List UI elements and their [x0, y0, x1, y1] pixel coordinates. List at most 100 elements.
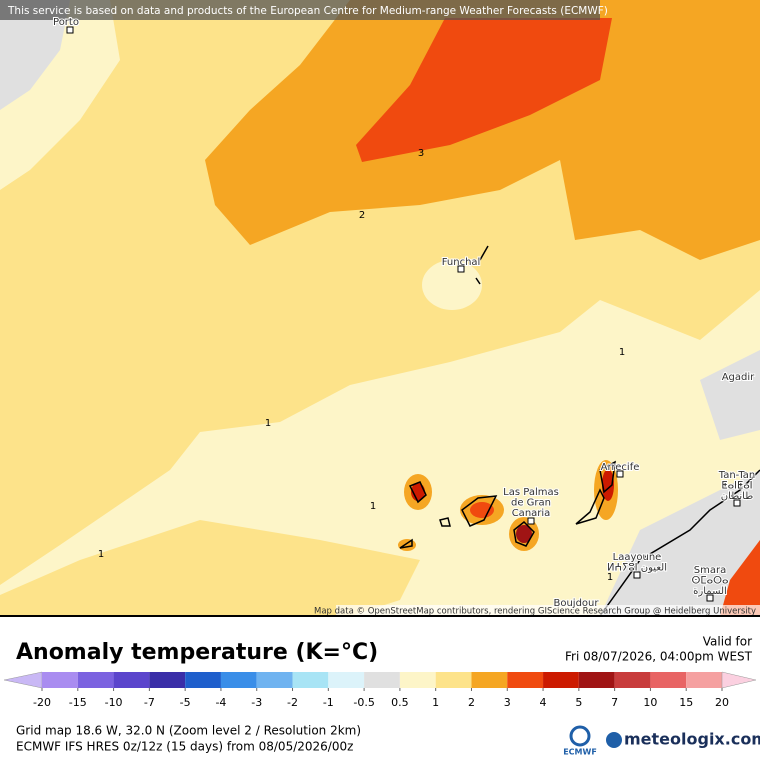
colorbar-bin	[507, 672, 544, 688]
place-label: طانطان	[721, 491, 753, 502]
place-marker	[733, 499, 741, 507]
anomaly-4-5	[602, 469, 614, 501]
contour-label: 1	[98, 549, 104, 560]
colorbar-tick-label: 0.5	[391, 696, 409, 709]
banner: This service is based on data and produc…	[7, 5, 608, 17]
colorbar-bin	[220, 672, 257, 688]
place-label: ⵙⵎⴰⵔⴰ	[692, 576, 729, 587]
place-marker	[706, 594, 714, 602]
colorbar-tick-label: -15	[69, 696, 87, 709]
attribution: Map data © OpenStreetMap contributors, r…	[314, 607, 756, 617]
ecmwf-logo	[569, 725, 591, 747]
colorbar-tick-label: 3	[504, 696, 511, 709]
valid-label: Valid for	[703, 635, 752, 649]
place-label: ⵍⵄⵢⵓⵏ العيون	[607, 563, 667, 574]
colorbar: -20 -15 -10 -7 -5 -4 -3 -2 -1 -0.5 0.5 1 2 3 4 5 7 10 15 20	[3, 671, 757, 709]
valid-time: Fri 08/07/2026, 04:00pm WEST	[565, 650, 753, 664]
colorbar-arrow	[3, 671, 43, 689]
ecmwf-label: ECMWF	[563, 748, 597, 757]
colorbar-tick-label: 5	[575, 696, 582, 709]
colorbar-tick-label: 20	[715, 696, 729, 709]
colorbar-tick-label: -4	[215, 696, 226, 709]
colorbar-bin	[77, 672, 114, 688]
brand: meteologix.com	[624, 730, 760, 749]
place-marker	[457, 265, 465, 273]
place-label: Laayoune	[613, 552, 662, 563]
legend-title: Anomaly temperature (K=°C)	[16, 640, 378, 665]
colorbar-bin	[578, 672, 615, 688]
colorbar-bin	[256, 672, 293, 688]
contour-label: 1	[607, 572, 613, 583]
colorbar-bin	[149, 672, 186, 688]
colorbar-bin	[328, 672, 365, 688]
colorbar-tick-label: 7	[611, 696, 618, 709]
coastline	[399, 460, 616, 549]
banner-bg	[0, 0, 600, 20]
colorbar-tick-label: 2	[468, 696, 475, 709]
place-label: Tan-Tan	[718, 470, 756, 481]
land-gray	[600, 470, 760, 616]
colorbar-tick-label: 10	[643, 696, 657, 709]
place-label: Porto	[53, 17, 79, 28]
colorbar-bin	[113, 672, 150, 688]
colorbar-tick-label: -3	[251, 696, 262, 709]
anomaly-5-7	[516, 525, 532, 543]
colorbar-tick-label: -10	[105, 696, 123, 709]
anomaly-1-2	[0, 520, 420, 616]
colorbar-bin	[42, 672, 78, 688]
colorbar-tick-label: 1	[432, 696, 439, 709]
place-label: de Gran	[511, 498, 551, 509]
colorbar-bin	[650, 672, 687, 688]
colorbar-bin	[543, 672, 579, 688]
colorbar-tick-label: -7	[144, 696, 155, 709]
colorbar-tick-label: -2	[287, 696, 298, 709]
colorbar-tick-label: -1	[323, 696, 334, 709]
place-label: Agadir	[722, 372, 755, 383]
place-marker	[527, 517, 535, 525]
place-label: Canaria	[512, 508, 551, 519]
anomaly-3-4	[470, 502, 494, 518]
contour-labels: 3 2 1 1 1 1 1	[98, 148, 625, 583]
contour-label: 1	[619, 347, 625, 358]
colorbar-tick-label: 15	[679, 696, 693, 709]
contour-label: 3	[418, 148, 424, 159]
colorbar-bin	[614, 672, 651, 688]
colorbar-bin	[292, 672, 329, 688]
coastline	[475, 245, 489, 285]
colorbar-tick-label: -5	[180, 696, 191, 709]
colorbar-bin	[686, 672, 722, 688]
colorbar-tick-label: -0.5	[353, 696, 374, 709]
place-marker	[616, 470, 624, 478]
place-marker	[66, 26, 74, 34]
anomaly-3-4	[720, 540, 760, 616]
anomaly-3-4	[356, 18, 612, 162]
place-label: Funchal	[442, 257, 481, 268]
place-label: السمارة	[693, 586, 727, 597]
colorbar-bin	[471, 672, 508, 688]
place-label: Las Palmas	[503, 487, 559, 498]
place-marker	[633, 571, 641, 579]
contour-label: 1	[370, 501, 376, 512]
land-gray	[700, 350, 760, 440]
place-label: Boujdour	[553, 598, 599, 609]
land-gray	[0, 0, 70, 110]
contour-label: 1	[265, 418, 271, 429]
colorbar-bin	[364, 672, 400, 688]
colorbar-bin	[399, 672, 436, 688]
footer-model: ECMWF IFS HRES 0z/12z (15 days) from 08/…	[16, 740, 353, 754]
attribution-bg	[336, 605, 760, 616]
light-area	[422, 260, 482, 310]
place-label: ⵟⴰⵏⵟⴰⵏ	[721, 481, 752, 492]
place-label: Smara	[694, 565, 726, 576]
contour-label: 2	[359, 210, 365, 221]
colorbar-bin	[185, 672, 221, 688]
coastline	[599, 469, 760, 617]
colorbar-bin	[435, 672, 472, 688]
colorbar-tick-label: -20	[33, 696, 51, 709]
anomaly-2-3	[398, 539, 416, 551]
map: This service is based on data and produc…	[0, 0, 760, 617]
footer-grid: Grid map 18.6 W, 32.0 N (Zoom level 2 / …	[16, 724, 361, 738]
colorbar-tick-label: 4	[540, 696, 547, 709]
